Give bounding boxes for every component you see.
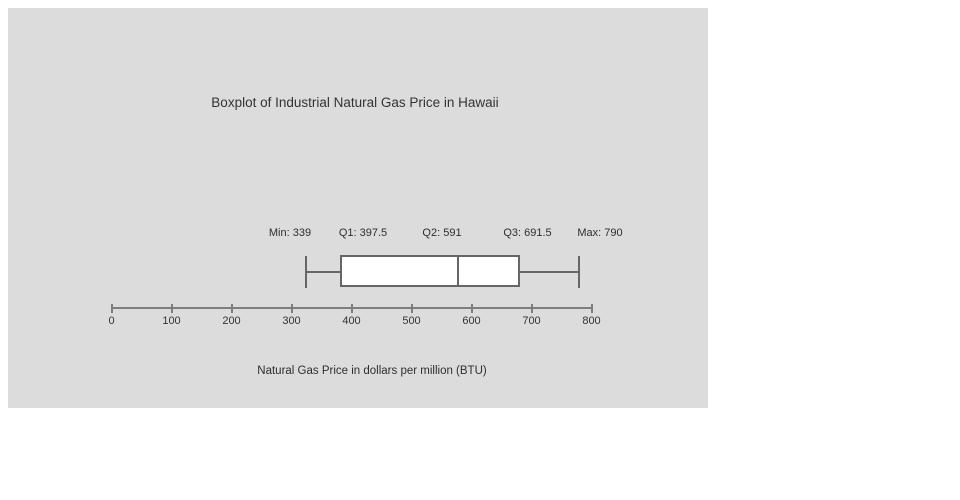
median-line [457,255,460,287]
stat-label: Max: 790 [577,227,623,239]
x-axis-label: Natural Gas Price in dollars per million… [257,365,487,377]
axis-tick [410,304,413,313]
axis-tick [170,304,173,313]
axis-tick-label: 800 [582,315,601,327]
stat-label: Q2: 591 [422,227,462,239]
axis-tick [590,304,593,313]
stat-label: Q3: 691.5 [503,227,552,239]
axis-tick-label: 0 [108,315,115,327]
right-whisker-line [519,271,579,273]
axis-tick-label: 300 [282,315,301,327]
axis-tick-label: 600 [462,315,481,327]
boxplot-panel: Boxplot of Industrial Natural Gas Price … [8,8,708,408]
left-whisker-line [305,271,342,273]
axis-tick-label: 700 [522,315,541,327]
axis-tick [350,304,353,313]
stat-label: Min: 339 [268,227,312,239]
stat-label: Q1: 397.5 [338,227,388,239]
max-whisker-cap [577,256,580,288]
axis-tick-label: 100 [162,315,181,327]
axis-tick [470,304,473,313]
axis-tick-label: 200 [222,315,241,327]
axis-tick-label: 400 [342,315,361,327]
axis-tick [530,304,533,313]
axis-tick [230,304,233,313]
axis-tick [110,304,113,313]
axis-tick-label: 500 [402,315,421,327]
iqr-box [340,255,521,287]
axis-tick [290,304,293,313]
chart-title: Boxplot of Industrial Natural Gas Price … [211,95,499,110]
